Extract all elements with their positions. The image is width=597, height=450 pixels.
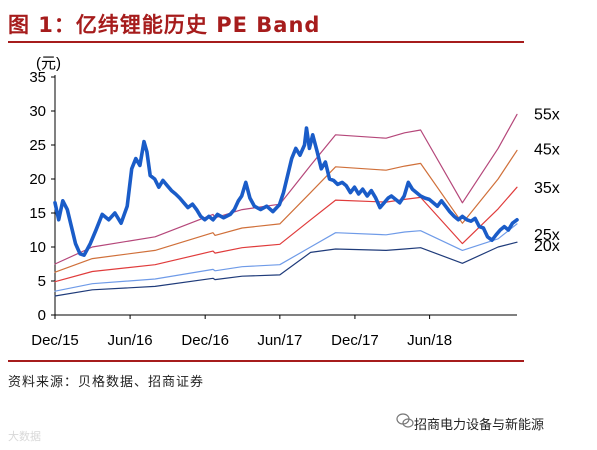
source-rule [8,360,524,362]
y-tick-label: 35 [29,69,46,86]
x-tick-label: Dec/17 [331,332,379,349]
x-tick-label: Jun/17 [257,332,302,349]
watermark: 大数据 [8,430,41,443]
y-tick-label: 15 [29,205,46,222]
price-line [53,126,519,257]
y-tick-label: 25 [29,137,46,154]
band-line-25x [54,223,518,292]
title-rule [8,41,524,43]
y-tick-label: 0 [38,307,46,324]
band-line-55x [54,113,518,265]
x-tick-label: Dec/15 [31,332,79,349]
y-axis-unit-label: (元) [36,55,61,72]
price-line-group [53,126,519,257]
y-tick-label: 10 [29,239,46,256]
band-line-20x [54,241,518,297]
band-label-55x: 55x [534,106,560,123]
y-tick-label: 5 [38,273,46,290]
band-label-20x: 20x [534,238,560,255]
chart-title: 图 1：亿纬锂能历史 PE Band [8,13,321,37]
band-line-35x [54,186,518,283]
source-note: 资料来源：贝格数据、招商证券 [8,375,205,390]
x-tick-label: Jun/18 [407,332,452,349]
band-label-35x: 35x [534,180,560,197]
band-label-25x: 25x [534,227,560,244]
wechat-icon [396,413,414,428]
y-tick-label: 30 [29,103,46,120]
x-tick-label: Jun/16 [108,332,153,349]
y-tick-label: 20 [29,171,46,188]
band-line-45x [54,149,518,273]
x-tick-label: Dec/16 [181,332,229,349]
band-lines [54,113,518,297]
pe-band-chart: (元) 0 5 10 15 20 25 30 35 Dec/15 Jun/16 Dec/16 Jun/1… [29,55,560,349]
axes: (元) 0 5 10 15 20 25 30 35 Dec/15 Jun/16 Dec/16 Jun/1… [29,55,517,349]
band-label-45x: 45x [534,141,560,158]
wechat-account: 招商电力设备与新能源 [414,418,545,433]
